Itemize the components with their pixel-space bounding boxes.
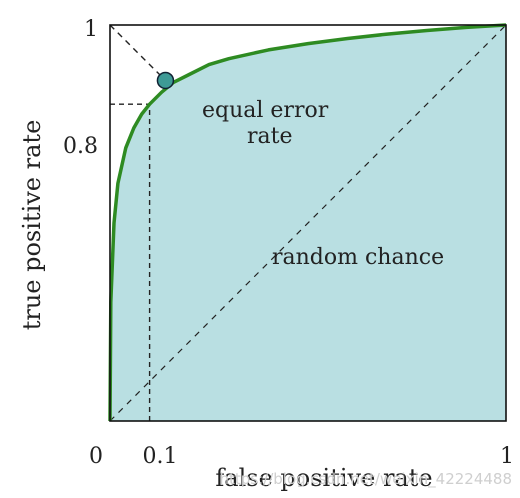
y-axis: 0.8 1 true positive rate [18,17,98,330]
x-axis-label: false positive rate [215,464,432,492]
equal-error-rate-label-line1: equal error [202,98,329,123]
watermark: https://blog.csdn.net/weixin_42224488 [219,470,512,489]
y-tick-label-0.8: 0.8 [63,134,98,159]
plot-area [108,23,507,422]
roc-curve [108,23,507,422]
random-chance-label: random chance [272,245,444,270]
x-tick-label-0: 0 [89,444,103,469]
x-tick-label-0.1: 0.1 [143,444,178,469]
y-tick-label-1: 1 [84,17,98,42]
plot-frame [109,24,507,422]
equal-error-rate-marker [156,71,175,90]
y-axis-label: true positive rate [18,120,46,331]
equal-error-rate-label-line2: rate [247,124,293,149]
random-chance-diagonal [109,24,507,422]
secondary-diagonal [109,24,166,81]
annotations: equal error rate random chance [202,98,444,270]
x-tick-label-1: 1 [500,444,514,469]
x-axis: 0 0.1 1 false positive rate [89,444,514,492]
